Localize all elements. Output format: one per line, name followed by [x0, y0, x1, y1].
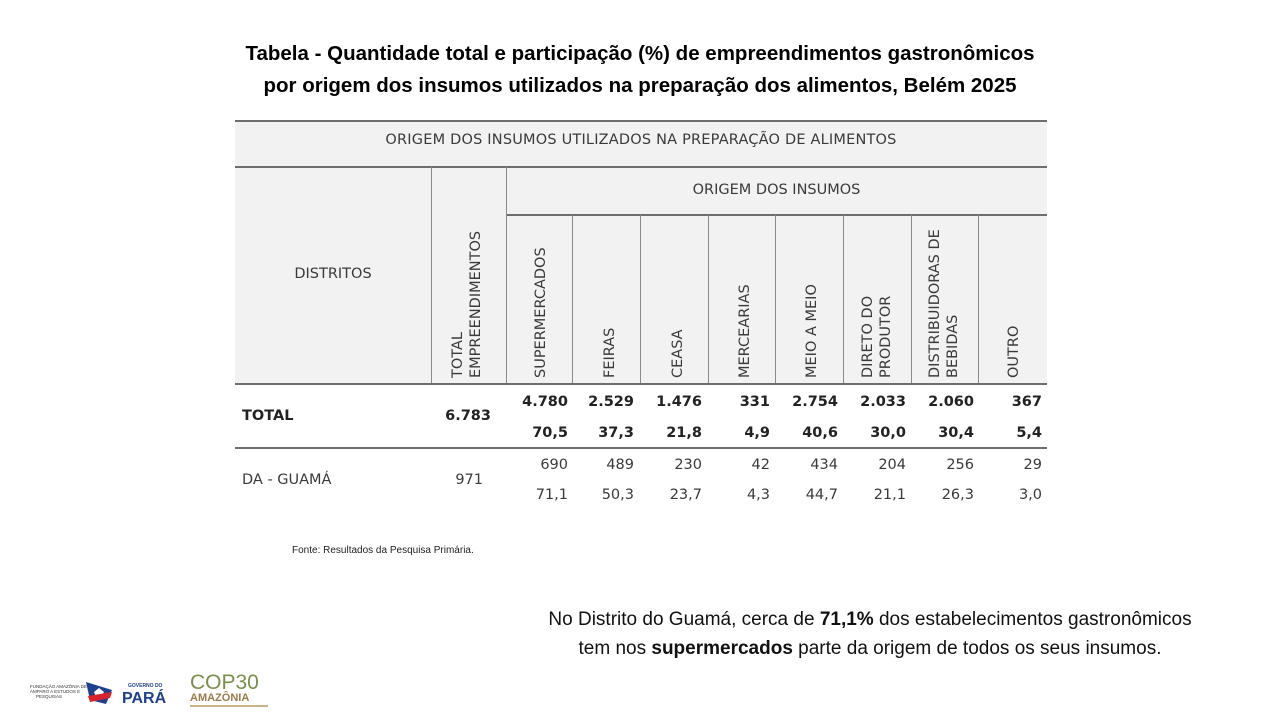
para-flag-stripe-icon: [88, 692, 112, 702]
col-separator: [640, 215, 641, 383]
svg-text:PESQUISAS: PESQUISAS: [36, 694, 62, 699]
cell-count: 4.780: [522, 394, 568, 410]
col-header-distribuidoras-de-bebidas: DISTRIBUIDORAS DE BEBIDAS: [927, 229, 961, 378]
cell-percent: 4,9: [744, 425, 770, 441]
cell-percent: 50,3: [601, 487, 634, 503]
distritos-header: DISTRITOS: [294, 266, 372, 282]
col-header-feiras: FEIRAS: [602, 327, 618, 378]
cell-count: 367: [1011, 394, 1042, 410]
col-separator: [843, 215, 844, 383]
cell-count: 256: [946, 457, 974, 473]
cell-count: 204: [878, 457, 906, 473]
highlight-percent: 71,1%: [819, 609, 874, 630]
table-title: ORIGEM DOS INSUMOS UTILIZADOS NA PREPARA…: [385, 132, 897, 148]
col-header-outro: OUTRO: [1006, 325, 1022, 378]
cell-count: 2.529: [588, 394, 634, 410]
col-separator: [911, 215, 912, 383]
col-header-mercearias: MERCEARIAS: [737, 284, 753, 378]
group-header: ORIGEM DOS INSUMOS: [692, 182, 861, 198]
commentary-line-2: tem nos supermercados parte da origem de…: [578, 638, 1162, 659]
col-separator: [431, 167, 432, 383]
highlight-supermercados: supermercados: [651, 638, 793, 659]
col-header-supermercados: SUPERMERCADOS: [533, 247, 549, 378]
commentary-line-1: No Distrito do Guamá, cerca de 71,1% dos…: [548, 609, 1192, 630]
cell-percent: 4,3: [746, 487, 770, 503]
svg-text:COP30: COP30: [190, 671, 259, 694]
cell-percent: 23,7: [669, 487, 702, 503]
cell-count: 331: [739, 394, 770, 410]
cell-count: 2.033: [860, 394, 906, 410]
data-table: ORIGEM DOS INSUMOS UTILIZADOS NA PREPARA…: [235, 120, 1047, 515]
col-separator: [572, 215, 573, 383]
cell-count: 1.476: [656, 394, 702, 410]
page-title: Tabela - Quantidade total e participação…: [160, 38, 1120, 102]
cell-count: 42: [751, 457, 770, 473]
cell-count: 29: [1023, 457, 1042, 473]
cell-count: 690: [540, 457, 568, 473]
header-bottom-rule: [235, 383, 1047, 385]
cell-percent: 40,6: [802, 425, 838, 441]
cell-count: 230: [674, 457, 702, 473]
cop30-amazonia-logo: COP30 AMAZÔNIA: [190, 671, 268, 707]
source-note: Fonte: Resultados da Pesquisa Primária.: [292, 545, 474, 556]
title-line-1: Tabela - Quantidade total e participação…: [245, 42, 1035, 65]
cell-total-empreendimentos: 971: [455, 472, 483, 488]
col-header-meio-a-meio: MEIO A MEIO: [804, 284, 820, 378]
col-header-direto-do-produtor: DIRETO DO PRODUTOR: [860, 295, 894, 378]
cell-total-empreendimentos: 6.783: [445, 408, 491, 424]
svg-text:FUNDAÇÃO AMAZÔNIA DE: FUNDAÇÃO AMAZÔNIA DE: [30, 683, 87, 689]
cell-percent: 70,5: [532, 425, 568, 441]
cell-percent: 37,3: [598, 425, 634, 441]
col-separator: [775, 215, 776, 383]
svg-text:AMPARO A ESTUDOS E: AMPARO A ESTUDOS E: [30, 689, 80, 694]
cell-percent: 30,4: [938, 425, 974, 441]
row-label-total: TOTAL: [242, 408, 294, 424]
cell-count: 489: [606, 457, 634, 473]
group-header-rule: [506, 214, 1047, 216]
col-separator: [978, 215, 979, 383]
cell-percent: 21,8: [666, 425, 702, 441]
row-separator-rule: [235, 447, 1047, 449]
cell-percent: 44,7: [805, 487, 838, 503]
col-separator: [506, 167, 507, 383]
table-top-rule: [235, 120, 1047, 122]
cell-count: 2.754: [792, 394, 838, 410]
title-line-2: por origem dos insumos utilizados na pre…: [263, 74, 1017, 97]
col-header-ceasa: CEASA: [670, 329, 686, 378]
commentary-text: No Distrito do Guamá, cerca de 71,1% dos…: [515, 605, 1225, 663]
svg-text:AMAZÔNIA: AMAZÔNIA: [190, 691, 249, 704]
cell-percent: 30,0: [870, 425, 906, 441]
cell-percent: 3,0: [1018, 487, 1042, 503]
svg-text:PARÁ: PARÁ: [122, 688, 167, 707]
logo-divider: [190, 705, 268, 707]
cell-percent: 71,1: [535, 487, 568, 503]
cell-percent: 26,3: [941, 487, 974, 503]
col-separator: [708, 215, 709, 383]
cell-percent: 5,4: [1016, 425, 1042, 441]
total-empreendimentos-header: TOTAL EMPREENDIMENTOS: [450, 230, 484, 378]
row-label-da-guama: DA - GUAMÁ: [242, 472, 332, 488]
cell-count: 2.060: [928, 394, 974, 410]
svg-text:GOVERNO DO: GOVERNO DO: [128, 683, 163, 689]
fapespa-governo-para-logo: FUNDAÇÃO AMAZÔNIA DE AMPARO A ESTUDOS E …: [30, 682, 167, 707]
table-title-rule: [235, 166, 1047, 168]
cell-count: 434: [810, 457, 838, 473]
cell-percent: 21,1: [873, 487, 906, 503]
